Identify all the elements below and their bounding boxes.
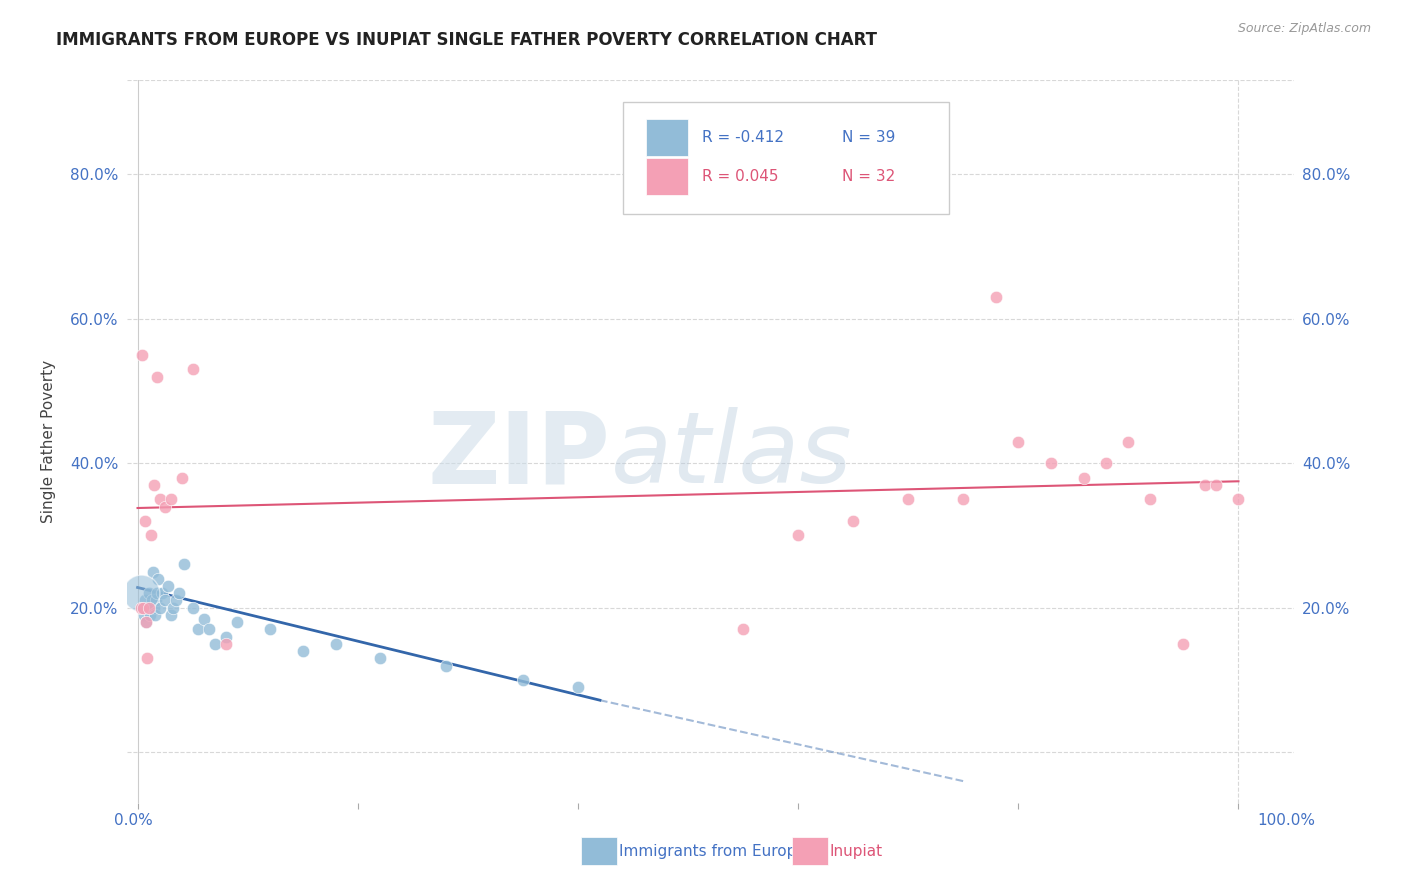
Text: N = 39: N = 39 [842,130,896,145]
Point [153,593,176,607]
Text: Inupiat: Inupiat [830,845,883,859]
Point [198,623,221,637]
Text: 0.0%: 0.0% [114,814,153,828]
Text: 100.0%: 100.0% [1257,814,1316,828]
Point [214,630,236,644]
Point [141,593,163,607]
Text: ZIP: ZIP [427,408,610,505]
Point [1007,434,1029,449]
FancyBboxPatch shape [645,158,688,195]
Point [148,572,170,586]
Point [139,600,162,615]
Point [148,492,170,507]
Point [897,492,920,507]
Point [145,593,167,607]
Point [1139,492,1161,507]
Point [142,565,165,579]
Point [162,600,184,615]
Point [136,600,159,615]
Point [173,558,195,572]
Point [1118,434,1140,449]
Point [986,290,1008,304]
Point [135,615,157,630]
Point [135,615,157,630]
Point [169,586,191,600]
Point [434,658,457,673]
Point [134,514,156,528]
Point [146,586,169,600]
Point [1040,456,1063,470]
Point [153,500,176,514]
Point [170,470,193,484]
Point [132,600,155,615]
Point [143,600,166,615]
Point [842,514,865,528]
Point [368,651,391,665]
Point [181,600,204,615]
Point [143,607,166,622]
Point [1227,492,1250,507]
Point [157,579,180,593]
Text: R = 0.045: R = 0.045 [702,169,779,184]
Point [131,348,153,362]
Text: IMMIGRANTS FROM EUROPE VS INUPIAT SINGLE FATHER POVERTY CORRELATION CHART: IMMIGRANTS FROM EUROPE VS INUPIAT SINGLE… [56,31,877,49]
Point [134,607,156,622]
Point [159,492,181,507]
Point [181,362,204,376]
Text: Source: ZipAtlas.com: Source: ZipAtlas.com [1237,22,1371,36]
Point [138,586,160,600]
Point [1173,637,1195,651]
Point [225,615,247,630]
Point [159,607,181,622]
Point [165,593,187,607]
Point [132,600,155,615]
Point [204,637,226,651]
Point [143,478,166,492]
Point [138,600,160,615]
Point [193,611,215,625]
Point [1205,478,1227,492]
Point [787,528,810,542]
Point [136,651,159,665]
Point [567,680,589,694]
Point [146,369,169,384]
Point [138,607,160,622]
Point [291,644,314,658]
Point [731,623,754,637]
Point [150,586,173,600]
Text: Immigrants from Europe: Immigrants from Europe [619,845,806,859]
Point [1073,470,1095,484]
Text: R = -0.412: R = -0.412 [702,130,785,145]
Point [259,623,281,637]
Point [134,593,156,607]
Point [214,637,236,651]
FancyBboxPatch shape [623,102,949,214]
Point [129,586,152,600]
FancyBboxPatch shape [645,119,688,156]
Point [952,492,974,507]
Point [187,623,209,637]
Point [325,637,347,651]
Y-axis label: Single Father Poverty: Single Father Poverty [41,360,56,523]
Point [148,600,170,615]
Point [1194,478,1216,492]
Point [139,528,162,542]
Text: atlas: atlas [610,408,852,505]
Point [129,600,152,615]
Text: N = 32: N = 32 [842,169,896,184]
Point [1095,456,1118,470]
Point [512,673,534,687]
